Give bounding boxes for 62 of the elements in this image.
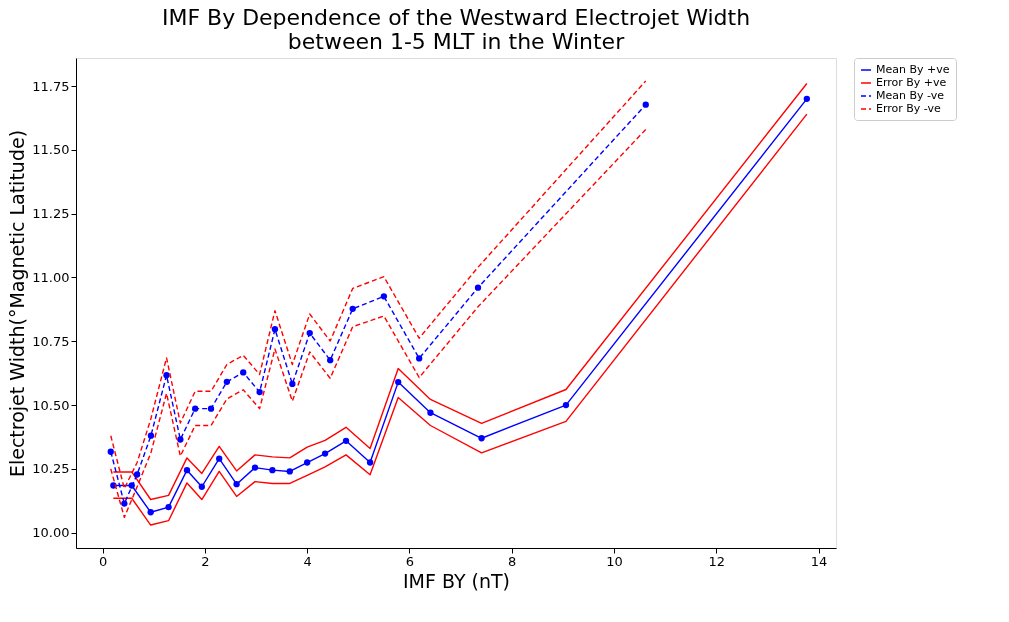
point xyxy=(416,355,423,362)
y-tick-label: 11.50 xyxy=(32,142,70,158)
x-tick-label: 8 xyxy=(508,553,517,569)
point xyxy=(304,459,311,466)
y-tick-label: 10.75 xyxy=(32,333,70,349)
point xyxy=(562,401,570,409)
point xyxy=(478,435,485,442)
point xyxy=(216,455,223,462)
x-tick-label: 6 xyxy=(405,553,415,569)
point xyxy=(240,369,247,376)
point xyxy=(380,293,388,300)
point xyxy=(107,448,114,455)
legend-label: Mean By +ve xyxy=(876,63,950,76)
point xyxy=(233,481,240,488)
point xyxy=(223,378,231,386)
point xyxy=(165,504,172,511)
point xyxy=(427,409,434,416)
point xyxy=(269,467,276,474)
point xyxy=(642,101,649,108)
point xyxy=(289,380,296,388)
text: IMF By Dependence of the Westward Electrojet Width xyxy=(161,4,751,30)
point xyxy=(183,467,191,474)
point xyxy=(271,326,279,333)
y-tick-label: 10.50 xyxy=(32,397,70,413)
point xyxy=(147,432,155,439)
point xyxy=(251,464,259,471)
text: between 1-5 MLT in the Winter xyxy=(287,28,625,54)
point xyxy=(163,372,170,379)
point xyxy=(349,305,356,313)
x-tick-label: 0 xyxy=(98,553,108,569)
legend-label: Error By +ve xyxy=(876,76,947,89)
x-tick-label: 10 xyxy=(606,553,623,569)
y-tick-label: 10.00 xyxy=(32,525,70,541)
legend-label: Mean By -ve xyxy=(876,89,945,102)
point xyxy=(474,284,482,291)
point xyxy=(192,405,199,412)
x-tick-label: 2 xyxy=(201,553,210,569)
point xyxy=(207,405,215,412)
point xyxy=(256,388,263,396)
y-tick-label: 11.00 xyxy=(32,269,70,285)
point xyxy=(286,468,293,475)
point xyxy=(147,509,154,516)
point xyxy=(133,471,141,478)
x-tick-label: 14 xyxy=(810,553,828,569)
x-tick-label: 4 xyxy=(303,553,312,569)
legend-label: Error By -ve xyxy=(876,102,942,115)
y-axis-title: Electrojet Width(°Magnetic Latitude) xyxy=(6,129,29,478)
point xyxy=(395,378,402,386)
x-tick-label: 12 xyxy=(708,553,726,569)
point xyxy=(327,357,334,364)
point xyxy=(342,437,350,444)
point xyxy=(803,95,811,102)
point xyxy=(177,436,184,443)
x-axis-title: IMF BY (nT) xyxy=(402,569,511,592)
point xyxy=(366,459,374,466)
y-tick-label: 11.25 xyxy=(32,206,70,222)
y-tick-label: 11.75 xyxy=(32,78,70,94)
y-tick-label: 10.25 xyxy=(32,461,70,477)
point xyxy=(321,450,329,457)
point xyxy=(306,329,313,337)
point xyxy=(121,500,128,507)
point xyxy=(198,483,205,490)
